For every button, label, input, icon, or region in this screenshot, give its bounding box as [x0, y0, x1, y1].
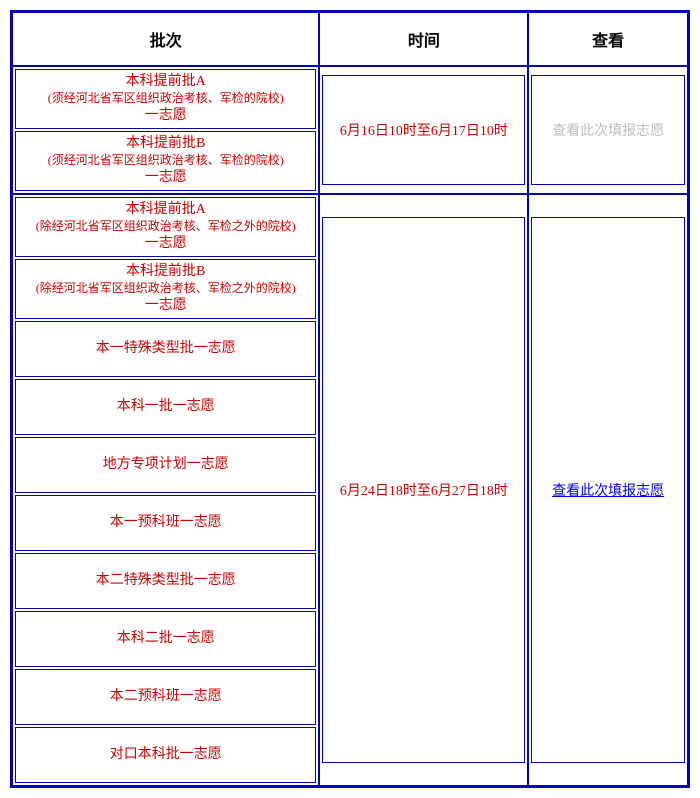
- time-container: 6月24日18时至6月27日18时: [319, 194, 528, 786]
- group-row: 本科提前批A (除经河北省军区组织政治考核、军检之外的院校) 一志愿 本科提前批…: [12, 194, 688, 786]
- view-container: 查看此次填报志愿: [528, 194, 688, 786]
- batch-choice: 一志愿: [16, 297, 315, 315]
- batch-item: 本科提前批A (须经河北省军区组织政治考核、军检的院校) 一志愿: [15, 69, 316, 129]
- view-inner-table: 查看此次填报志愿: [529, 215, 687, 765]
- batch-choice: 一志愿: [16, 169, 315, 187]
- time-value: 6月16日10时至6月17日10时: [322, 75, 525, 185]
- batch-container: 本科提前批A (须经河北省军区组织政治考核、军检的院校) 一志愿 本科提前批B …: [12, 66, 319, 194]
- batch-title: 本科提前批B: [16, 263, 315, 281]
- batch-item: 本科一批一志愿: [15, 379, 316, 435]
- view-container: 查看此次填报志愿: [528, 66, 688, 194]
- batch-item: 本二预科班一志愿: [15, 669, 316, 725]
- time-inner-table: 6月16日10时至6月17日10时: [320, 73, 527, 187]
- time-container: 6月16日10时至6月17日10时: [319, 66, 528, 194]
- batch-item: 对口本科批一志愿: [15, 727, 316, 783]
- view-cell: 查看此次填报志愿: [531, 217, 685, 763]
- view-link-disabled: 查看此次填报志愿: [552, 124, 664, 139]
- batch-inner-table: 本科提前批A (除经河北省军区组织政治考核、军检之外的院校) 一志愿 本科提前批…: [13, 195, 318, 785]
- batch-title: 本科提前批A: [16, 201, 315, 219]
- batch-item: 地方专项计划一志愿: [15, 437, 316, 493]
- batch-item: 本一预科班一志愿: [15, 495, 316, 551]
- batch-note: (除经河北省军区组织政治考核、军检之外的院校): [16, 281, 315, 297]
- group-row: 本科提前批A (须经河北省军区组织政治考核、军检的院校) 一志愿 本科提前批B …: [12, 66, 688, 194]
- batch-title: 本科提前批A: [16, 73, 315, 91]
- batch-choice: 一志愿: [16, 107, 315, 125]
- batch-inner-table: 本科提前批A (须经河北省军区组织政治考核、军检的院校) 一志愿 本科提前批B …: [13, 67, 318, 193]
- batch-note: (除经河北省军区组织政治考核、军检之外的院校): [16, 219, 315, 235]
- schedule-table: 批次 时间 查看 本科提前批A (须经河北省军区组织政治考核、军检的院校) 一志…: [10, 10, 690, 788]
- view-cell: 查看此次填报志愿: [531, 75, 685, 185]
- batch-container: 本科提前批A (除经河北省军区组织政治考核、军检之外的院校) 一志愿 本科提前批…: [12, 194, 319, 786]
- batch-item: 本科提前批B (须经河北省军区组织政治考核、军检的院校) 一志愿: [15, 131, 316, 191]
- batch-choice: 一志愿: [16, 235, 315, 253]
- view-inner-table: 查看此次填报志愿: [529, 73, 687, 187]
- header-view: 查看: [528, 12, 688, 66]
- header-time: 时间: [319, 12, 528, 66]
- batch-note: (须经河北省军区组织政治考核、军检的院校): [16, 91, 315, 107]
- view-link[interactable]: 查看此次填报志愿: [552, 484, 664, 499]
- batch-item: 本科二批一志愿: [15, 611, 316, 667]
- batch-item: 本二特殊类型批一志愿: [15, 553, 316, 609]
- time-inner-table: 6月24日18时至6月27日18时: [320, 215, 527, 765]
- time-value: 6月24日18时至6月27日18时: [322, 217, 525, 763]
- header-batch: 批次: [12, 12, 319, 66]
- batch-title: 本科提前批B: [16, 135, 315, 153]
- batch-item: 本科提前批B (除经河北省军区组织政治考核、军检之外的院校) 一志愿: [15, 259, 316, 319]
- header-row: 批次 时间 查看: [12, 12, 688, 66]
- batch-item: 本一特殊类型批一志愿: [15, 321, 316, 377]
- batch-item: 本科提前批A (除经河北省军区组织政治考核、军检之外的院校) 一志愿: [15, 197, 316, 257]
- batch-note: (须经河北省军区组织政治考核、军检的院校): [16, 153, 315, 169]
